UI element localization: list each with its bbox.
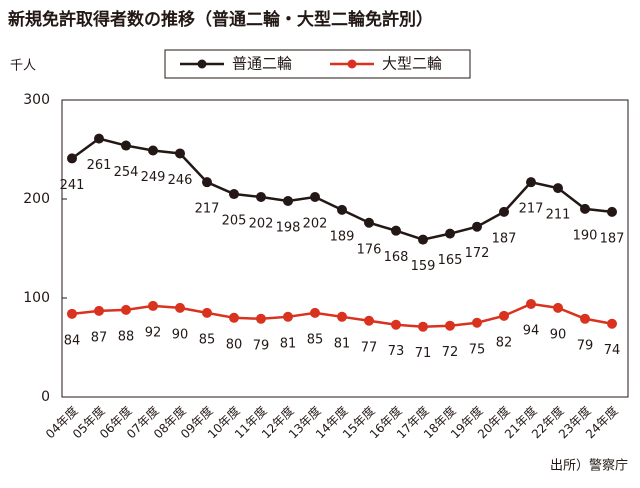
point: [283, 311, 293, 322]
data-label: 205: [222, 214, 247, 229]
legend-box: [164, 49, 471, 79]
data-label: 211: [546, 208, 571, 223]
point: [148, 145, 158, 156]
data-label: 87: [91, 330, 108, 345]
point: [148, 300, 158, 311]
point: [553, 183, 563, 194]
y-tick-label: 100: [23, 290, 50, 306]
data-label: 189: [330, 229, 355, 244]
data-label: 85: [199, 332, 216, 347]
point: [580, 313, 590, 324]
data-label: 72: [442, 345, 459, 360]
point: [607, 318, 617, 329]
data-label: 187: [492, 231, 517, 246]
point: [202, 307, 212, 318]
point: [391, 319, 401, 330]
data-label: 159: [411, 259, 436, 274]
data-label: 198: [276, 220, 301, 235]
data-label: 90: [172, 327, 189, 342]
point: [175, 148, 185, 159]
point: [229, 312, 239, 323]
legend-label: 普通二輪: [232, 55, 292, 73]
point: [499, 206, 509, 217]
plot-frame: [61, 99, 629, 398]
point: [526, 298, 536, 309]
point: [67, 153, 77, 164]
y-tick-label: 200: [23, 191, 50, 207]
point: [391, 225, 401, 236]
source: 出所）警察庁: [550, 458, 628, 474]
data-label: 202: [249, 217, 274, 232]
data-label: 165: [438, 253, 463, 268]
point: [94, 133, 104, 144]
data-label: 81: [334, 336, 351, 351]
point: [175, 302, 185, 313]
y-tick-label: 300: [23, 92, 50, 108]
point: [121, 140, 131, 151]
legend-marker: [197, 59, 207, 69]
point: [472, 221, 482, 232]
point: [445, 320, 455, 331]
point: [121, 304, 131, 315]
data-label: 82: [496, 335, 513, 350]
data-label: 217: [195, 202, 220, 217]
point: [256, 192, 266, 203]
point: [310, 307, 320, 318]
point: [337, 204, 347, 215]
data-label: 241: [60, 178, 85, 193]
data-label: 246: [168, 173, 193, 188]
point: [472, 317, 482, 328]
data-label: 187: [600, 231, 625, 246]
point: [67, 308, 77, 319]
data-label: 254: [114, 165, 139, 180]
point: [364, 217, 374, 228]
data-label: 74: [604, 343, 621, 358]
data-label: 90: [550, 327, 567, 342]
point: [310, 192, 320, 203]
point: [445, 228, 455, 239]
point: [283, 195, 293, 206]
data-label: 261: [87, 158, 112, 173]
point: [364, 315, 374, 326]
legend-marker: [347, 59, 357, 69]
data-label: 217: [519, 202, 544, 217]
point: [94, 305, 104, 316]
data-label: 80: [226, 337, 243, 352]
data-label: 84: [64, 333, 81, 348]
data-label: 249: [141, 170, 166, 185]
data-label: 176: [357, 242, 382, 257]
chart-title: 新規免許取得者数の推移（普通二輪・大型二輪免許別）: [8, 9, 433, 30]
point: [202, 177, 212, 188]
data-label: 168: [384, 250, 409, 265]
point: [229, 189, 239, 200]
legend-label: 大型二輪: [382, 55, 442, 73]
point: [256, 313, 266, 324]
y-axis-label: 千人: [10, 59, 36, 74]
data-label: 71: [415, 346, 432, 361]
data-label: 88: [118, 329, 135, 344]
data-label: 85: [307, 332, 324, 347]
data-label: 73: [388, 344, 405, 359]
data-label: 172: [465, 246, 490, 261]
point: [418, 234, 428, 245]
data-label: 202: [303, 217, 328, 232]
point: [337, 311, 347, 322]
point: [418, 321, 428, 332]
data-label: 92: [145, 325, 162, 340]
data-label: 79: [253, 338, 270, 353]
data-label: 77: [361, 340, 378, 355]
point: [553, 302, 563, 313]
point: [526, 177, 536, 188]
data-label: 79: [577, 338, 594, 353]
data-label: 94: [523, 323, 540, 338]
data-label: 81: [280, 336, 297, 351]
y-tick-label: 0: [41, 389, 50, 405]
point: [607, 206, 617, 217]
point: [580, 203, 590, 214]
point: [499, 310, 509, 321]
data-label: 190: [573, 228, 598, 243]
data-label: 75: [469, 342, 486, 357]
